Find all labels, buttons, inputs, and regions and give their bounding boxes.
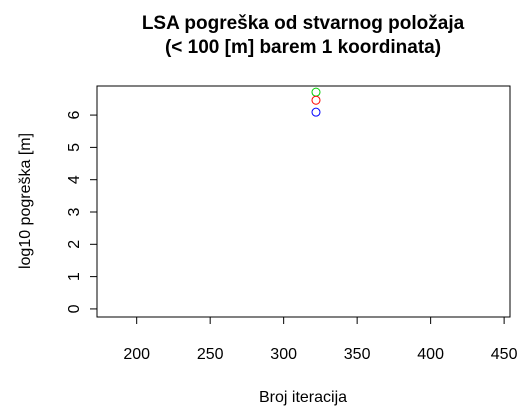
- point: [311, 95, 321, 105]
- x-axis-label: Broj iteracija: [259, 389, 347, 406]
- y-tick-label: 1: [66, 272, 83, 281]
- y-axis-label: log10 pogreška [m]: [17, 133, 34, 269]
- chart-title: LSA pogreška od stvarnog položaja: [142, 13, 465, 34]
- y-tick-label: 2: [66, 240, 83, 249]
- x-tick-label: 200: [123, 346, 150, 363]
- point: [311, 87, 321, 97]
- chart-title: (< 100 [m] barem 1 koordinata): [165, 37, 441, 58]
- x-tick-label: 450: [491, 346, 518, 363]
- y-tick-label: 3: [66, 207, 83, 216]
- x-tick-label: 300: [270, 346, 297, 363]
- plot-box: [96, 85, 511, 318]
- y-tick-label: 4: [66, 175, 83, 184]
- y-tick-label: 5: [66, 143, 83, 152]
- x-tick-label: 400: [417, 346, 444, 363]
- x-tick-label: 250: [197, 346, 224, 363]
- x-tick-label: 350: [344, 346, 371, 363]
- y-tick-label: 0: [66, 304, 83, 313]
- point: [311, 107, 321, 117]
- y-tick-label: 6: [66, 111, 83, 120]
